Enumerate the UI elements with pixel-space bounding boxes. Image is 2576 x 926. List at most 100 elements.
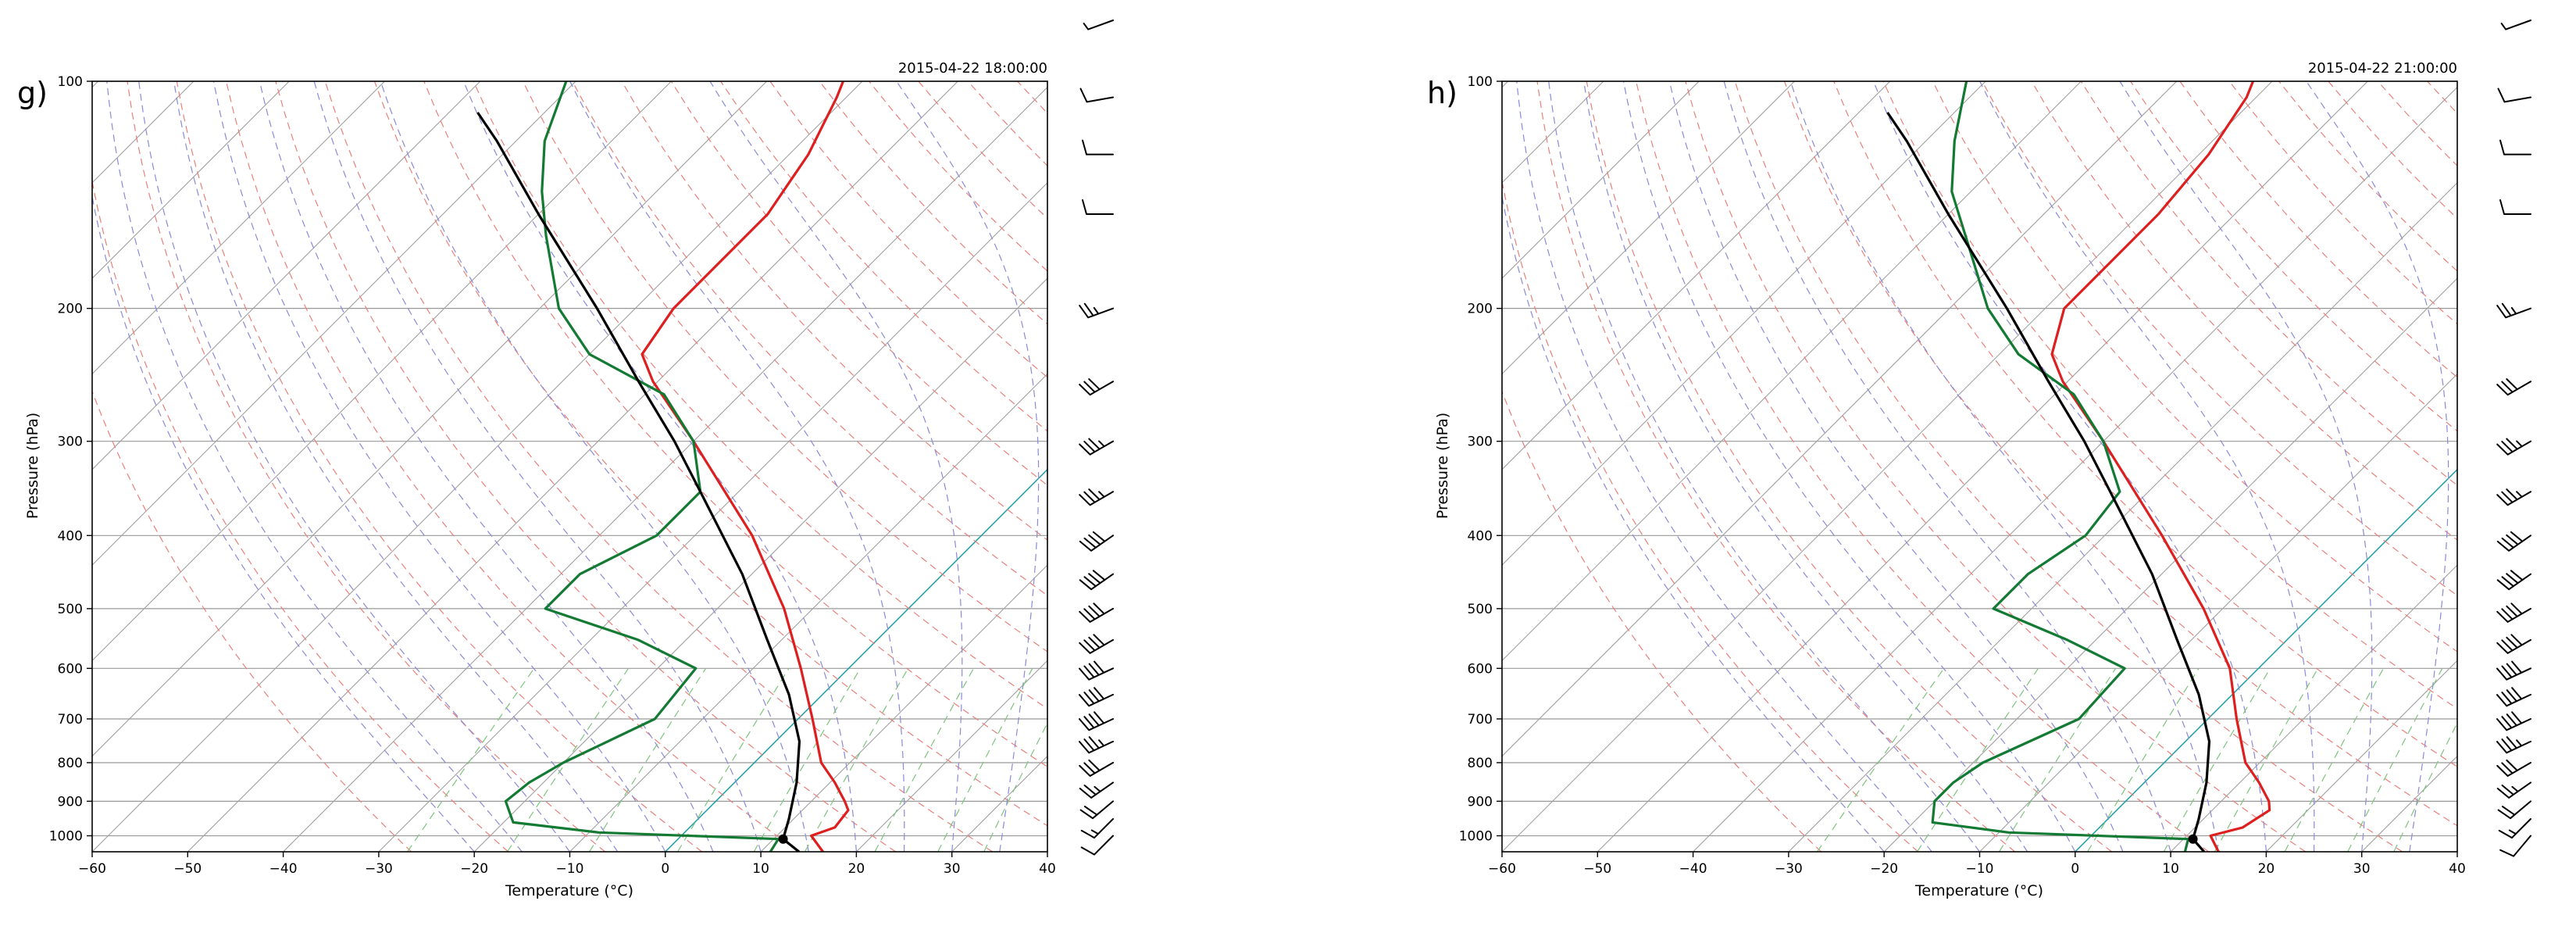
x-tick-label: 20 (848, 861, 865, 877)
isotherm (2266, 81, 2576, 852)
x-tick-label: 0 (661, 861, 669, 877)
panel-label: h) (1427, 76, 1457, 110)
wind-barb (1080, 532, 1113, 551)
plot-area (0, 81, 2576, 852)
y-tick-label: 800 (58, 756, 83, 771)
wind-barb (1079, 439, 1113, 455)
y-tick-label: 300 (58, 434, 83, 450)
wind-barb (2497, 304, 2531, 318)
mixing-ratio-line (2285, 668, 2383, 852)
dry-adiabat (1537, 81, 2015, 852)
dry-adiabat (721, 81, 1768, 852)
wind-barb (2497, 760, 2531, 776)
mixing-ratio-line (2164, 668, 2270, 852)
y-tick-label: 100 (1468, 74, 1493, 90)
dry-adiabat (1785, 81, 2499, 852)
wind-barb (2498, 532, 2531, 551)
dry-adiabat (2229, 81, 2576, 852)
dry-adiabat (2477, 81, 2576, 852)
plot-area (547, 81, 2576, 852)
wind-barb (2499, 89, 2531, 102)
x-tick-label: 10 (2162, 861, 2179, 877)
moist-adiabat (1487, 81, 1884, 852)
wind-barb (1079, 712, 1113, 730)
lcl-marker (2189, 835, 2198, 844)
wind-barb (2497, 439, 2531, 455)
dry-adiabat (473, 81, 1283, 852)
isotherm (952, 81, 1722, 852)
x-axis-label: Temperature (°C) (505, 882, 633, 899)
x-tick-label: −60 (1488, 861, 1516, 877)
wind-barb (2500, 200, 2531, 214)
moist-adiabat (174, 81, 618, 852)
isotherm (0, 81, 289, 852)
panel-label: g) (17, 76, 48, 110)
dry-adiabat (1067, 81, 2446, 852)
isotherm (1025, 81, 1795, 852)
dry-adiabat (2032, 81, 2576, 852)
isotherm (1693, 81, 2464, 852)
wind-barb (2497, 379, 2531, 395)
y-tick-label: 1000 (1459, 829, 1493, 845)
isotherm (284, 81, 1054, 852)
dry-adiabat (1735, 81, 2403, 852)
x-tick-label: −30 (365, 861, 393, 877)
y-tick-label: 200 (58, 302, 83, 317)
wind-barb (2497, 635, 2531, 653)
mixing-ratio-line (1917, 668, 2038, 852)
dry-adiabat (227, 81, 799, 852)
isotherm (2553, 81, 2576, 852)
dry-adiabat (1586, 81, 2111, 852)
wind-barb (1079, 760, 1113, 776)
moist-adiabat (2120, 81, 2372, 852)
x-tick-label: −20 (1870, 861, 1898, 877)
wind-barb (1079, 635, 1113, 653)
dry-adiabat (78, 81, 508, 852)
mixing-ratio-line (875, 668, 973, 852)
mixing-ratio-line (984, 668, 1076, 852)
y-axis-label: Pressure (hPa) (24, 413, 41, 519)
wind-barb (1081, 89, 1114, 102)
wind-barb (2497, 662, 2531, 680)
isotherm (1143, 81, 1913, 852)
y-tick-label: 100 (58, 74, 83, 90)
mixing-ratio-line (408, 668, 534, 852)
isotherm (1047, 81, 1818, 852)
moist-adiabat (214, 81, 665, 852)
x-tick-label: −50 (173, 861, 202, 877)
y-tick-label: 200 (1468, 302, 1493, 317)
isotherm (474, 81, 1244, 852)
wind-barb (2497, 688, 2531, 706)
isotherm (0, 81, 480, 852)
wind-barb (2499, 801, 2531, 818)
wind-barb (1082, 819, 1113, 838)
isotherm (0, 81, 385, 852)
wind-barb (2498, 570, 2531, 589)
isotherm (2457, 81, 2576, 852)
x-tick-label: 20 (2258, 861, 2275, 877)
wind-barb (2502, 20, 2531, 30)
mixing-ratio-line (938, 668, 1033, 852)
x-tick-label: 30 (2353, 861, 2371, 877)
dry-adiabat (1834, 81, 2576, 852)
x-tick-label: −60 (78, 861, 106, 877)
dry-adiabat (1116, 81, 2542, 852)
wind-barbs (2497, 20, 2531, 856)
moist-adiabat (2307, 81, 2449, 852)
y-tick-label: 500 (1468, 602, 1493, 617)
isotherm (0, 81, 767, 852)
axes-frame (1502, 81, 2457, 852)
moist-adiabat (1047, 81, 1141, 852)
y-tick-label: 500 (58, 602, 83, 617)
wind-barb (1079, 379, 1113, 395)
lcl-marker (779, 835, 788, 844)
isotherm (379, 81, 1149, 852)
dry-adiabat (1018, 81, 2349, 852)
wind-barb (2500, 836, 2531, 856)
moist-adiabat (1624, 81, 2075, 852)
dry-adiabat (1883, 81, 2576, 852)
isotherm (2171, 81, 2576, 852)
moist-adiabat (1980, 81, 2314, 852)
skewt-panel-g: g) 2015-04-22 18:00:00 Temperature (°C) … (0, 20, 2576, 899)
